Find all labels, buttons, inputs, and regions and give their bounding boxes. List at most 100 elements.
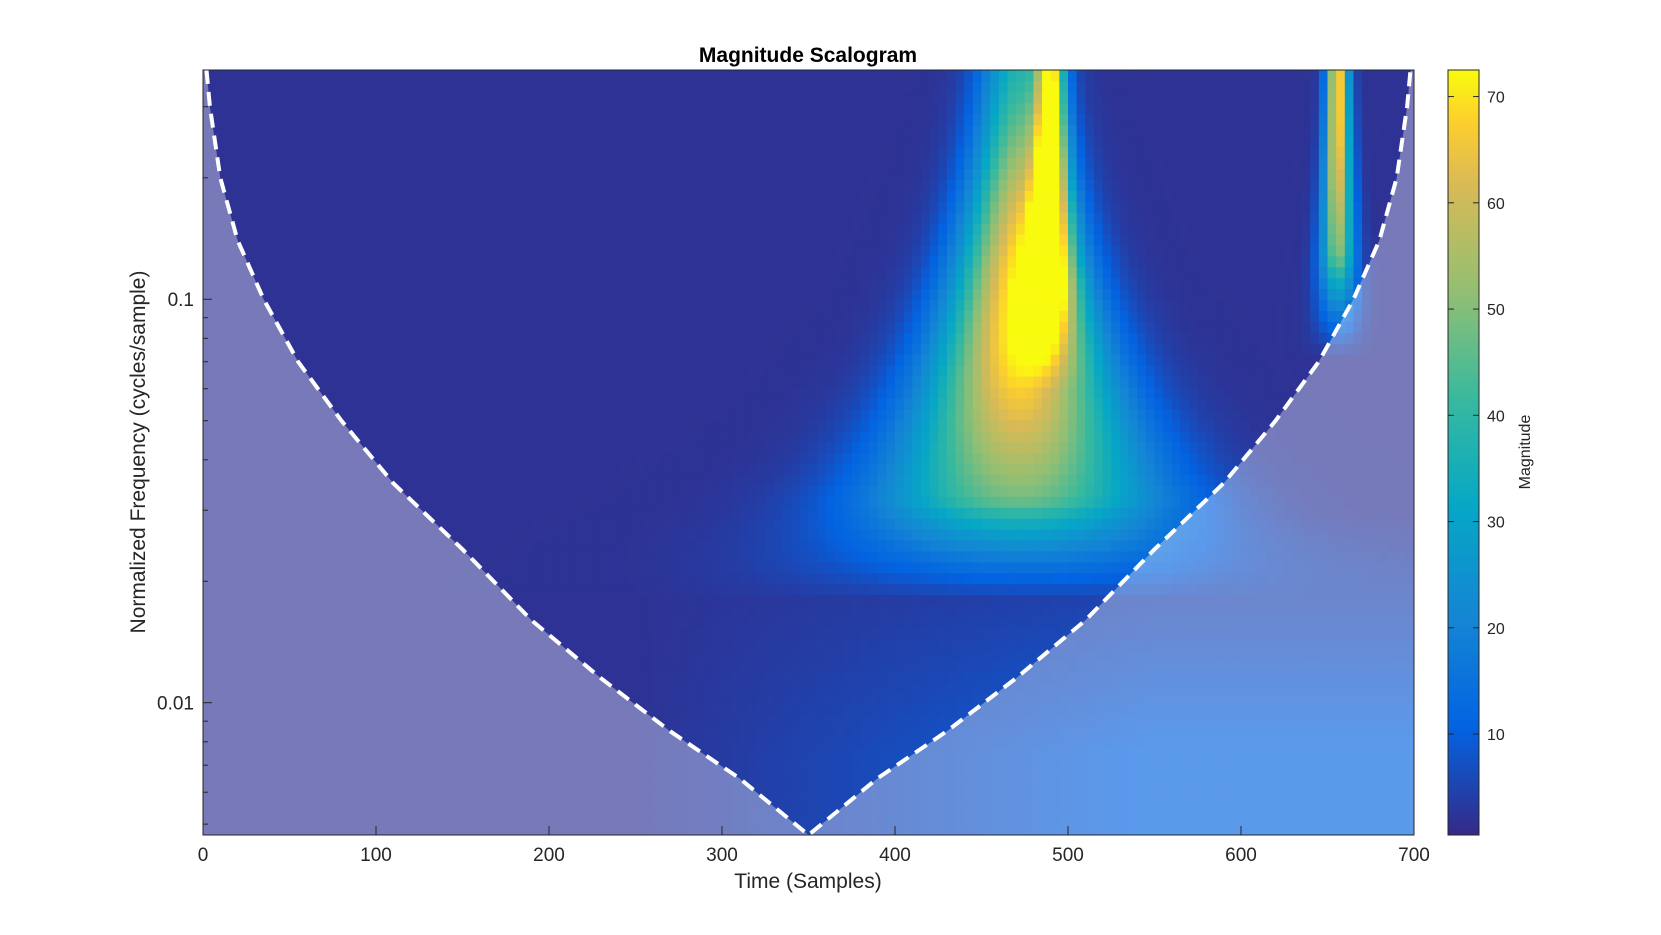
heatmap-cell: [1275, 813, 1285, 825]
heatmap-cell: [1042, 703, 1052, 716]
heatmap-cell: [609, 736, 619, 749]
heatmap-cell: [1327, 725, 1337, 738]
heatmap-cell: [350, 725, 360, 738]
heatmap-cell: [903, 441, 913, 454]
heatmap-cell: [687, 758, 697, 771]
heatmap-cell: [1197, 638, 1207, 650]
heatmap-cell: [851, 780, 861, 792]
heatmap-cell: [903, 638, 913, 650]
heatmap-cell: [427, 824, 438, 835]
heatmap-cell: [1292, 671, 1303, 683]
heatmap-cell: [1154, 518, 1164, 530]
heatmap-cell: [1241, 682, 1251, 694]
heatmap-cell: [1068, 769, 1078, 781]
heatmap-cell: [1068, 736, 1078, 749]
heatmap-cell: [895, 452, 905, 465]
heatmap-cell: [324, 714, 334, 727]
heatmap-cell: [1223, 638, 1233, 650]
heatmap-cell: [1197, 627, 1207, 639]
heatmap-cell: [1249, 824, 1259, 835]
heatmap-cell: [661, 649, 671, 661]
heatmap-cell: [661, 747, 671, 760]
heatmap-cell: [600, 518, 611, 530]
heatmap-cell: [955, 463, 965, 475]
heatmap-cell: [436, 671, 446, 683]
heatmap-cell: [808, 769, 818, 781]
heatmap-cell: [280, 791, 291, 803]
heatmap-cell: [583, 507, 593, 519]
heatmap-cell: [670, 561, 680, 574]
heatmap-cell: [886, 824, 896, 835]
heatmap-cell: [1119, 703, 1130, 716]
heatmap-cell: [497, 692, 507, 705]
heatmap-cell: [453, 485, 464, 497]
heatmap-cell: [886, 725, 896, 738]
heatmap-cell: [626, 441, 637, 454]
heatmap-cell: [1050, 485, 1060, 497]
heatmap-cell: [791, 539, 801, 552]
heatmap-cell: [246, 660, 256, 672]
heatmap-cell: [903, 769, 913, 781]
heatmap-cell: [1163, 507, 1173, 519]
heatmap-cell: [1353, 802, 1363, 814]
heatmap-cell: [1232, 703, 1242, 716]
heatmap-cell: [1016, 627, 1026, 639]
heatmap-cell: [1344, 714, 1355, 727]
heatmap-cell: [782, 802, 792, 814]
heatmap-cell: [687, 452, 697, 465]
heatmap-cell: [574, 561, 585, 574]
heatmap-cell: [747, 660, 758, 672]
heatmap-cell: [998, 758, 1009, 771]
heatmap-cell: [566, 539, 576, 552]
heatmap-cell: [981, 791, 991, 803]
heatmap-cell: [1189, 485, 1199, 497]
heatmap-cell: [1024, 649, 1034, 661]
heatmap-cell: [644, 769, 654, 781]
heatmap-cell: [609, 550, 619, 563]
heatmap-cell: [531, 463, 541, 475]
heatmap-cell: [1137, 703, 1147, 716]
heatmap-cell: [410, 682, 420, 694]
heatmap-cell: [946, 649, 957, 661]
heatmap-cell: [765, 507, 775, 519]
heatmap-cell: [1128, 452, 1138, 465]
heatmap-cell: [1137, 638, 1147, 650]
heatmap-cell: [981, 736, 991, 749]
heatmap-cell: [791, 529, 801, 541]
heatmap-cell: [1223, 714, 1233, 727]
heatmap-cell: [687, 583, 697, 596]
heatmap-cell: [211, 692, 221, 705]
heatmap-cell: [1128, 824, 1138, 835]
heatmap-cell: [972, 638, 983, 650]
heatmap-cell: [946, 660, 957, 672]
heatmap-cell: [609, 496, 619, 508]
heatmap-cell: [445, 758, 455, 771]
heatmap-cell: [1223, 780, 1233, 792]
heatmap-cell: [843, 736, 853, 749]
heatmap-cell: [583, 736, 593, 749]
heatmap-cell: [687, 496, 697, 508]
heatmap-cell: [1076, 824, 1086, 835]
heatmap-cell: [531, 725, 541, 738]
heatmap-cell: [1171, 649, 1182, 661]
heatmap-cell: [1344, 682, 1355, 694]
heatmap-cell: [540, 463, 550, 475]
heatmap-cell: [912, 507, 922, 519]
heatmap-cell: [1241, 813, 1251, 825]
heatmap-cell: [877, 791, 887, 803]
heatmap-cell: [376, 671, 386, 683]
heatmap-cell: [972, 485, 983, 497]
heatmap-cell: [462, 692, 472, 705]
heatmap-cell: [324, 824, 334, 835]
heatmap-cell: [920, 507, 931, 519]
heatmap-cell: [609, 474, 619, 486]
heatmap-cell: [834, 583, 844, 596]
heatmap-cell: [1085, 518, 1095, 530]
heatmap-cell: [523, 736, 533, 749]
heatmap-cell: [782, 605, 792, 618]
heatmap-cell: [1119, 452, 1130, 465]
heatmap-cell: [791, 692, 801, 705]
heatmap-cell: [920, 594, 931, 607]
heatmap-cell: [990, 463, 1000, 475]
heatmap-cell: [1249, 703, 1259, 716]
